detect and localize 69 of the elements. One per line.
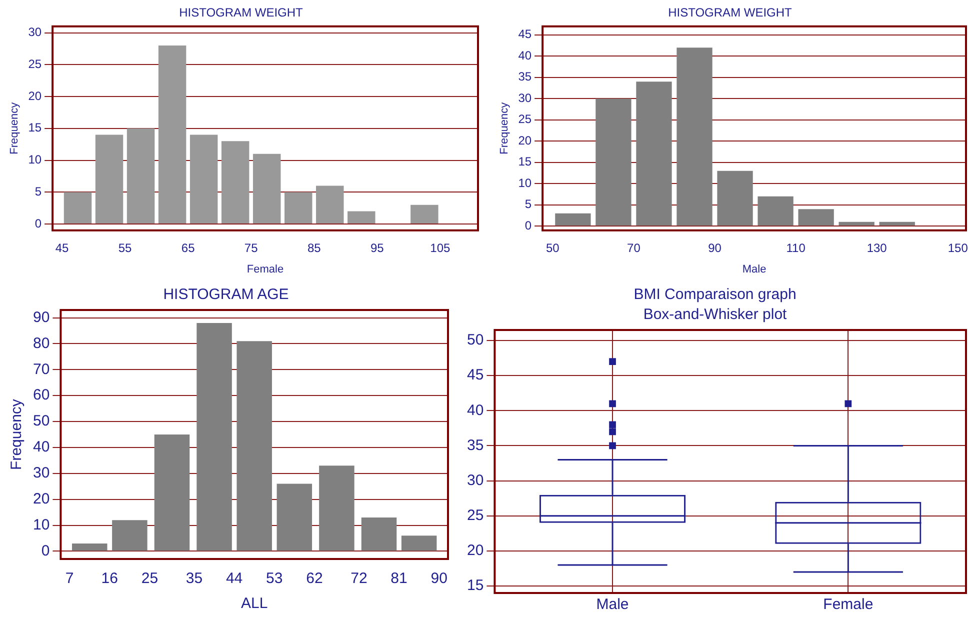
y-tick-label: 40 [32,438,50,456]
y-tick-label: 30 [32,464,50,482]
x-tick-label: 7 [65,570,74,588]
x-tick-label: 90 [430,570,448,588]
x-tick-label: 50 [546,240,560,255]
chart-title: BMI Comparaison graph [634,286,796,304]
y-tick-label: 0 [41,542,50,560]
chart-title: HISTOGRAM AGE [163,286,289,304]
x-tick-label: 45 [55,240,69,255]
y-tick-label: 0 [34,216,42,230]
x-tick-label: 53 [266,570,283,588]
y-tick-label: 80 [32,334,50,352]
y-axis-title: Frequency [8,102,21,154]
y-tick-label: 50 [32,412,50,430]
x-tick-label: 110 [786,240,806,255]
y-tick-label: 30 [28,25,42,40]
y-tick-label: 50 [466,332,484,349]
x-tick-label: 72 [350,570,368,588]
x-tick-label: 85 [307,240,322,255]
x-tick-label: 35 [186,570,203,588]
x-tick-label: 130 [866,240,888,255]
y-tick-label: 15 [28,120,42,135]
y-tick-label: 5 [34,184,42,198]
x-tick-label: 70 [627,240,641,255]
x-tick-label: 25 [141,570,158,588]
x-tick-label: 16 [101,570,118,588]
x-axis-title: Female [246,263,284,276]
x-tick-label: 90 [708,240,722,255]
y-tick-label: 10 [518,176,532,190]
chart-title: HISTOGRAM WEIGHT [179,6,304,20]
x-tick-label: 55 [118,240,132,255]
x-axis-title: Male [742,263,766,276]
y-tick-label: 25 [28,56,42,71]
y-tick-label: 20 [32,490,50,508]
x-tick-label: 62 [306,570,323,588]
y-tick-label: 20 [518,133,532,148]
y-tick-label: 10 [32,516,50,534]
y-tick-label: 15 [466,577,484,594]
x-tick-label: 81 [390,570,408,588]
y-tick-label: 20 [466,542,484,560]
y-tick-label: 25 [466,506,484,524]
y-axis-title: Frequency [8,398,26,470]
y-tick-label: 40 [518,48,532,62]
x-tick-label: 44 [226,570,243,588]
x-tick-label: 75 [244,240,258,255]
x-axis-title: ALL [240,595,268,612]
y-tick-label: 20 [28,88,42,103]
y-tick-label: 0 [524,218,532,232]
y-tick-label: 45 [466,366,484,384]
x-tick-label: 105 [430,240,451,255]
x-tick-label: 150 [948,240,968,255]
y-axis-title: Frequency [498,102,511,154]
chart-subtitle: Box-and-Whisker plot [643,306,788,324]
y-tick-label: 40 [466,402,484,419]
x-tick-label: 65 [181,240,196,255]
y-tick-label: 45 [518,27,532,42]
y-tick-label: 10 [28,152,42,167]
y-tick-label: 60 [32,386,50,404]
y-tick-label: 35 [518,70,532,84]
chart-title: HISTOGRAM WEIGHT [668,6,793,20]
y-tick-label: 90 [32,308,50,326]
y-tick-label: 25 [518,112,532,126]
x-tick-label: 95 [370,240,384,255]
y-tick-label: 30 [518,90,532,105]
y-tick-label: 30 [466,472,484,489]
y-tick-label: 5 [524,197,532,212]
y-tick-label: 70 [32,360,50,378]
y-tick-label: 35 [466,436,484,454]
y-tick-label: 15 [518,154,532,169]
